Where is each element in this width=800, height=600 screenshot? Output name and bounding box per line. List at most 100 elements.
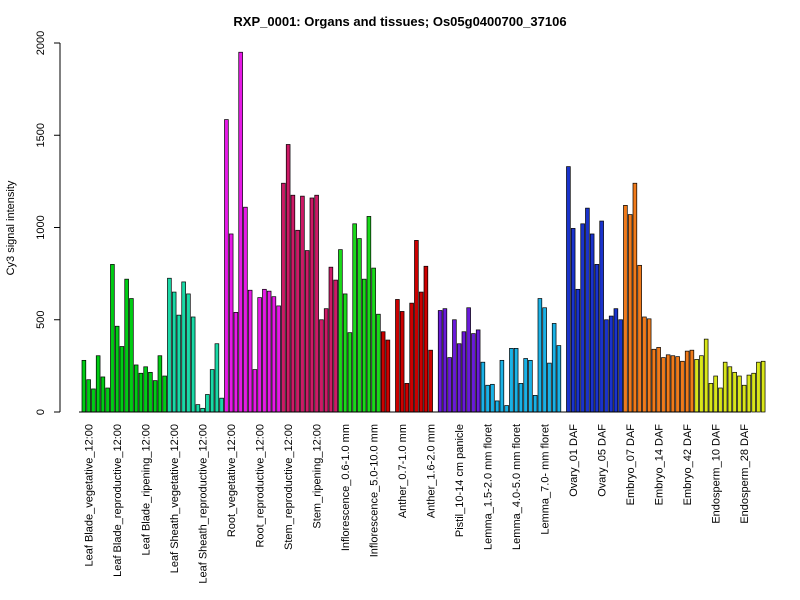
bar bbox=[665, 354, 671, 413]
bar bbox=[148, 371, 153, 413]
x-tick-label: Leaf Blade_vegetative_12:00 bbox=[84, 424, 96, 567]
bar bbox=[219, 397, 224, 413]
bar bbox=[138, 372, 144, 413]
bar bbox=[618, 319, 623, 413]
x-tick-label: Root_reproductive_12:00 bbox=[255, 424, 267, 548]
bar bbox=[632, 182, 638, 413]
bar bbox=[262, 288, 267, 413]
bar bbox=[190, 316, 196, 413]
x-tick-label: Anther_1.6-2.0 mm bbox=[426, 424, 438, 518]
bar bbox=[380, 331, 386, 413]
bar bbox=[437, 310, 443, 413]
bar bbox=[271, 296, 277, 413]
y-axis-label: Cy3 signal intensity bbox=[5, 180, 17, 275]
bar bbox=[689, 349, 695, 413]
bar bbox=[171, 291, 177, 413]
bar bbox=[214, 343, 220, 413]
bar bbox=[304, 250, 310, 413]
bar bbox=[575, 288, 581, 413]
bar bbox=[528, 359, 533, 413]
bar bbox=[651, 348, 657, 413]
bar bbox=[181, 281, 186, 413]
bar bbox=[580, 223, 585, 413]
x-tick-label: Lemma_1.5-2.0 mm floret bbox=[483, 424, 495, 550]
bar bbox=[751, 372, 756, 413]
bar bbox=[342, 293, 348, 413]
x-tick-label: Stem_reproductive_12:00 bbox=[283, 424, 295, 550]
bar bbox=[152, 380, 158, 413]
bar bbox=[551, 323, 557, 413]
bar bbox=[238, 51, 243, 413]
bar bbox=[314, 194, 319, 413]
x-tick-label: Leaf Blade_reproductive_12:00 bbox=[112, 424, 124, 577]
bar bbox=[338, 249, 343, 413]
bar bbox=[266, 290, 272, 413]
bar bbox=[328, 266, 334, 413]
bar bbox=[727, 366, 733, 413]
bar bbox=[186, 293, 191, 413]
x-tick-label: Lemma_7.0- mm floret bbox=[540, 424, 552, 535]
bar bbox=[233, 312, 239, 413]
bar bbox=[361, 278, 367, 413]
bar bbox=[694, 359, 699, 413]
bar bbox=[713, 375, 718, 413]
bar bbox=[623, 205, 628, 413]
bar bbox=[309, 197, 315, 413]
bar bbox=[157, 355, 163, 413]
bar bbox=[333, 279, 338, 413]
bar bbox=[732, 371, 737, 413]
x-tick-label: Anther_0.7-1.0 mm bbox=[397, 424, 409, 518]
bar bbox=[699, 355, 704, 413]
bar bbox=[504, 405, 509, 413]
x-tick-label: Root_vegetative_12:00 bbox=[226, 424, 238, 537]
y-tick-label: 1500 bbox=[35, 123, 47, 147]
x-tick-label: Inflorescence_0.6-1.0 mm bbox=[340, 424, 352, 551]
bar bbox=[499, 359, 505, 413]
bar bbox=[589, 233, 595, 413]
bar bbox=[599, 220, 604, 413]
x-tick-label: Leaf Blade_ripening_12:00 bbox=[141, 424, 153, 556]
bar bbox=[627, 214, 633, 413]
bar bbox=[542, 307, 547, 413]
bar bbox=[547, 362, 552, 413]
bar bbox=[347, 332, 353, 413]
bar bbox=[741, 384, 747, 413]
bar bbox=[290, 194, 296, 413]
bar bbox=[110, 264, 115, 413]
bar bbox=[295, 229, 300, 413]
bar bbox=[703, 338, 709, 413]
x-tick-label: Lemma_4.0-5.0 mm floret bbox=[511, 424, 523, 550]
bar bbox=[760, 360, 766, 413]
x-tick-label: Endosperm_28 DAF bbox=[739, 424, 751, 524]
bar bbox=[423, 265, 429, 413]
bar bbox=[119, 346, 125, 413]
bar bbox=[300, 195, 305, 413]
bar bbox=[746, 374, 752, 413]
bar bbox=[485, 384, 490, 413]
bar bbox=[428, 349, 433, 413]
bar bbox=[209, 369, 215, 413]
bar bbox=[276, 305, 281, 413]
bar bbox=[480, 361, 486, 413]
x-tick-label: Ovary_05 DAF bbox=[597, 424, 609, 497]
bar bbox=[409, 302, 414, 413]
x-tick-label: Embryo_07 DAF bbox=[625, 424, 637, 506]
bar bbox=[475, 329, 481, 413]
bar bbox=[594, 264, 600, 413]
bar bbox=[466, 307, 471, 413]
bar bbox=[281, 182, 286, 413]
y-tick-label: 2000 bbox=[35, 31, 47, 55]
bar bbox=[585, 207, 590, 413]
bar bbox=[371, 267, 376, 413]
bar bbox=[680, 360, 685, 413]
bar bbox=[105, 387, 110, 413]
x-tick-label: Endosperm_10 DAF bbox=[711, 424, 723, 524]
x-tick-label: Embryo_42 DAF bbox=[682, 424, 694, 506]
bar bbox=[91, 388, 96, 413]
bar bbox=[613, 308, 619, 413]
bar bbox=[509, 348, 514, 413]
bar bbox=[566, 166, 571, 413]
bar bbox=[608, 315, 614, 413]
bar bbox=[523, 358, 528, 413]
